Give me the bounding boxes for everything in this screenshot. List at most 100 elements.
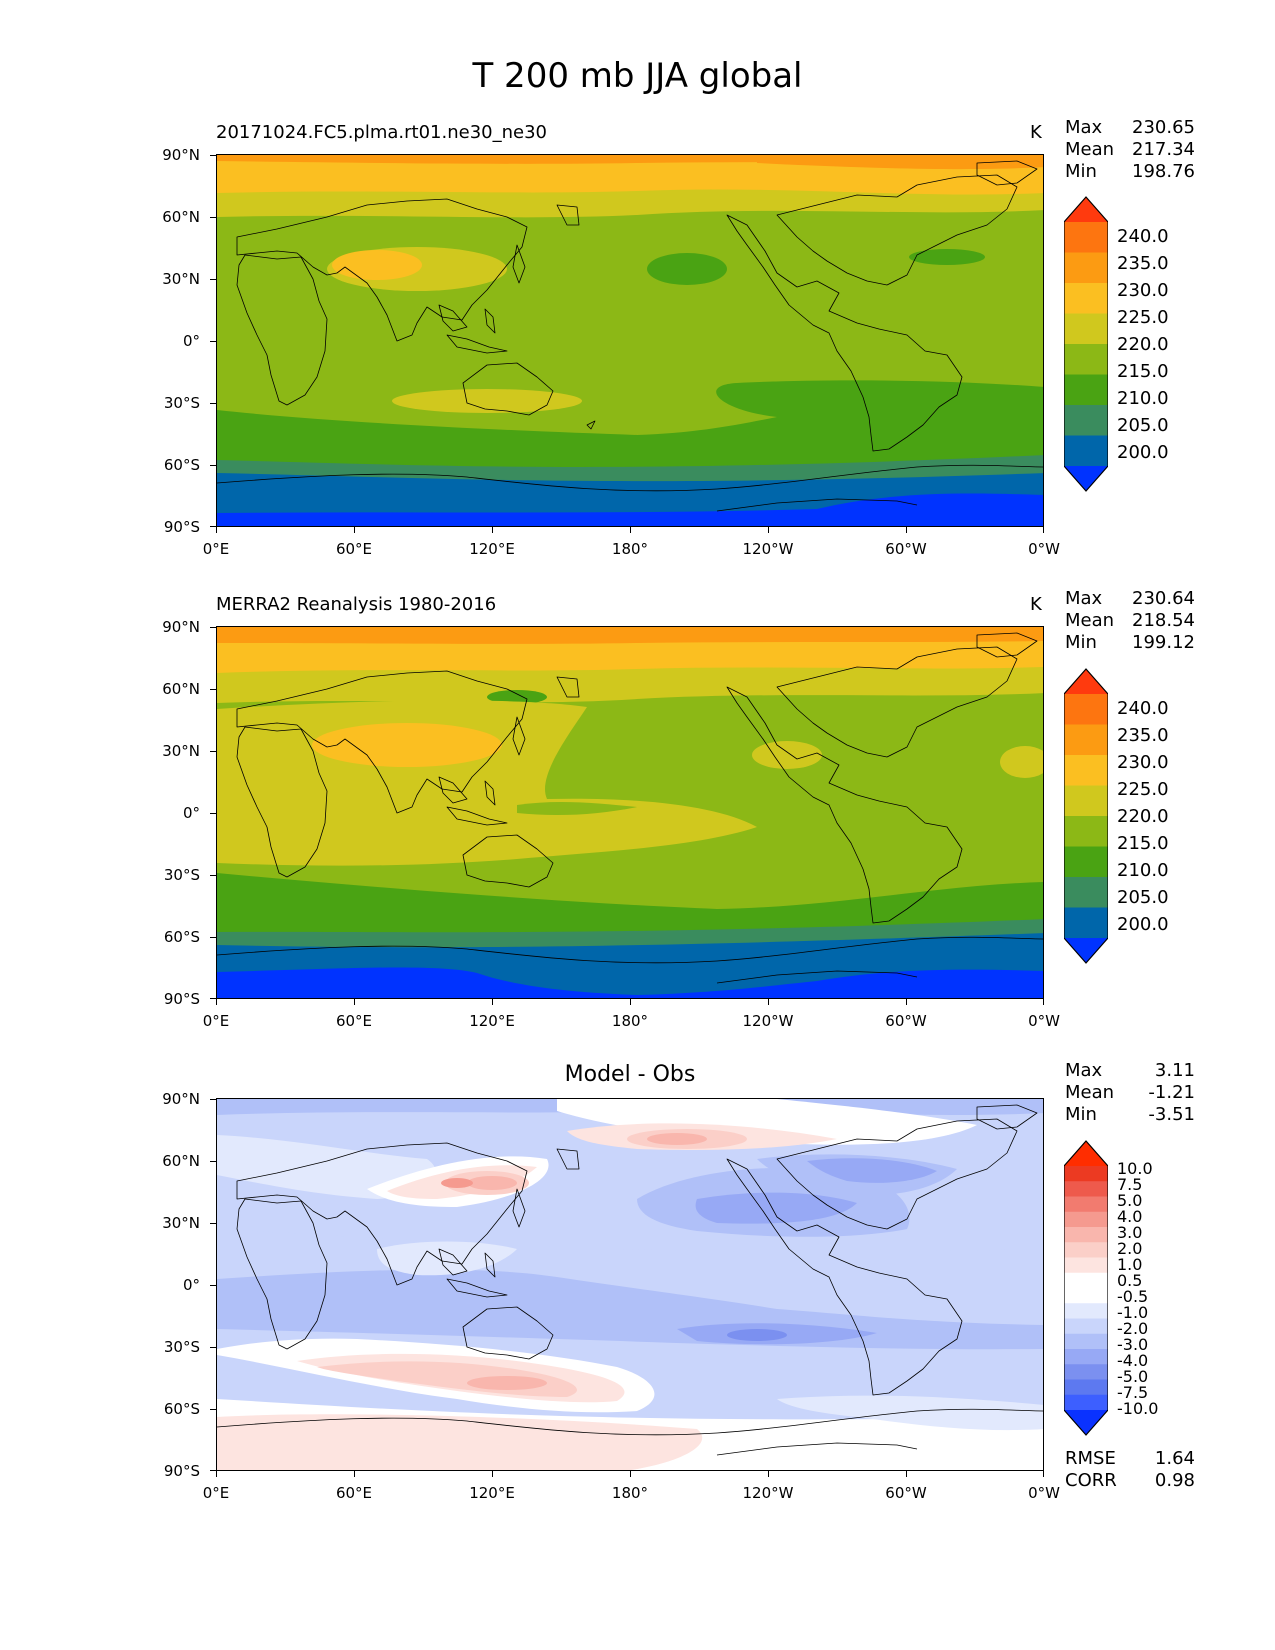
colorbar-bin xyxy=(1064,724,1108,756)
colorbar-bin xyxy=(1064,1166,1108,1182)
stat-label: Mean xyxy=(1065,610,1115,631)
lat-label: 60°N xyxy=(162,208,200,226)
colorbar-bin xyxy=(1064,1227,1108,1243)
skill-scores: RMSE 1.64 CORR 0.98 xyxy=(1065,1448,1195,1492)
colorbar-label: 205.0 xyxy=(1117,415,1169,436)
lat-label: 30°S xyxy=(163,1338,200,1356)
colorbar-label: 230.0 xyxy=(1117,280,1169,301)
panel-title: MERRA2 Reanalysis 1980-2016 xyxy=(216,594,497,615)
colorbar-bin xyxy=(1064,846,1108,878)
lat-label: 30°S xyxy=(163,866,200,884)
lat-label: 90°N xyxy=(162,146,200,164)
colorbar-label: 225.0 xyxy=(1117,307,1169,328)
colorbar-label: -5.0 xyxy=(1117,1367,1149,1386)
map-plot-diff[interactable] xyxy=(216,1098,1044,1471)
colorbar-diff xyxy=(1063,1140,1109,1436)
colorbar-label: 2.0 xyxy=(1117,1239,1143,1258)
lat-label: 30°N xyxy=(162,270,200,288)
colorbar-bin xyxy=(1064,1318,1108,1335)
stat-mean: 217.34 xyxy=(1132,139,1195,160)
lon-label: 0°E xyxy=(202,1012,230,1030)
colorbar-label: -7.5 xyxy=(1117,1383,1149,1402)
lon-label: 120°E xyxy=(469,1484,515,1502)
lat-label: 0° xyxy=(182,332,200,350)
colorbar-label: 200.0 xyxy=(1117,442,1169,463)
lon-label: 120°W xyxy=(742,540,794,558)
lat-label: 60°S xyxy=(163,456,200,474)
stat-min: -3.51 xyxy=(1148,1104,1195,1125)
colorbar-bin xyxy=(1064,222,1108,254)
lon-label: 120°E xyxy=(469,540,515,558)
stat-label: Min xyxy=(1065,161,1097,182)
stat-min: 198.76 xyxy=(1132,161,1195,182)
stat-label: Max xyxy=(1065,588,1103,609)
lon-label: 60°W xyxy=(885,1484,927,1502)
lon-label: 0°E xyxy=(202,540,230,558)
lat-label: 60°N xyxy=(162,1152,200,1170)
temperature-field xyxy=(217,627,1043,998)
colorbar-bin xyxy=(1064,1242,1108,1259)
units-label: K xyxy=(1030,122,1042,143)
lon-label: 180° xyxy=(611,540,649,558)
stat-label: Min xyxy=(1065,1104,1097,1125)
colorbar-bin xyxy=(1064,1333,1108,1350)
map-plot-model[interactable] xyxy=(216,154,1044,527)
colorbar-label: 3.0 xyxy=(1117,1223,1143,1242)
colorbar-label: 1.0 xyxy=(1117,1255,1143,1274)
lon-label: 180° xyxy=(611,1484,649,1502)
colorbar-extend-max xyxy=(1064,197,1108,222)
colorbar-label: 240.0 xyxy=(1117,226,1169,247)
lon-label: 120°W xyxy=(742,1484,794,1502)
colorbar-label: 205.0 xyxy=(1117,887,1169,908)
stat-min: 199.12 xyxy=(1132,632,1195,653)
colorbar-gradient xyxy=(1063,1140,1109,1436)
lat-label: 0° xyxy=(182,804,200,822)
lat-label: 30°N xyxy=(162,1214,200,1232)
stat-label: Max xyxy=(1065,1060,1103,1081)
lon-label: 60°W xyxy=(885,1012,927,1030)
colorbar-bin xyxy=(1064,1303,1108,1320)
colorbar-bin xyxy=(1064,694,1108,726)
colorbar-extend-max xyxy=(1064,669,1108,694)
colorbar-model xyxy=(1063,196,1109,492)
corr-label: CORR xyxy=(1065,1470,1117,1491)
colorbar-bin xyxy=(1064,1364,1108,1381)
lon-label: 180° xyxy=(611,1012,649,1030)
colorbar-bin xyxy=(1064,1272,1108,1289)
difference-field xyxy=(217,1099,1043,1470)
colorbar-label: 210.0 xyxy=(1117,860,1169,881)
map-plot-obs[interactable] xyxy=(216,626,1044,999)
colorbar-bin xyxy=(1064,435,1108,467)
lon-label: 60°E xyxy=(335,1484,373,1502)
colorbar-bin xyxy=(1064,1394,1108,1411)
lon-label: 0°W xyxy=(1028,1012,1060,1030)
colorbar-bin xyxy=(1064,1196,1108,1213)
colorbar-label: 200.0 xyxy=(1117,914,1169,935)
stats-box: Max 230.64 Mean 218.54 Min 199.12 xyxy=(1065,588,1195,654)
lon-label: 60°E xyxy=(335,1012,373,1030)
colorbar-label: 220.0 xyxy=(1117,334,1169,355)
stats-box: Max 3.11 Mean -1.21 Min -3.51 xyxy=(1065,1060,1195,1126)
rmse-label: RMSE xyxy=(1065,1448,1116,1469)
stat-mean: -1.21 xyxy=(1148,1082,1195,1103)
stat-mean: 218.54 xyxy=(1132,610,1195,631)
colorbar-bin xyxy=(1064,405,1108,437)
colorbar-bin xyxy=(1064,344,1108,376)
colorbar-label: -0.5 xyxy=(1117,1287,1149,1306)
stat-max: 230.65 xyxy=(1132,117,1195,138)
lat-label: 0° xyxy=(182,1276,200,1294)
colorbar-extend-min xyxy=(1064,1410,1108,1435)
colorbar-bin xyxy=(1064,877,1108,909)
colorbar-obs xyxy=(1063,668,1109,964)
units-label: K xyxy=(1030,594,1042,615)
colorbar-label: 240.0 xyxy=(1117,698,1169,719)
panel-title: Model - Obs xyxy=(564,1062,696,1087)
colorbar-bin xyxy=(1064,785,1108,817)
colorbar-gradient xyxy=(1063,196,1109,492)
colorbar-bin xyxy=(1064,816,1108,848)
colorbar-label: -2.0 xyxy=(1117,1319,1149,1338)
panel-title: 20171024.FC5.plma.rt01.ne30_ne30 xyxy=(216,122,548,143)
lat-label: 60°S xyxy=(163,1400,200,1418)
colorbar-extend-max xyxy=(1064,1141,1108,1166)
colorbar-label: 220.0 xyxy=(1117,806,1169,827)
